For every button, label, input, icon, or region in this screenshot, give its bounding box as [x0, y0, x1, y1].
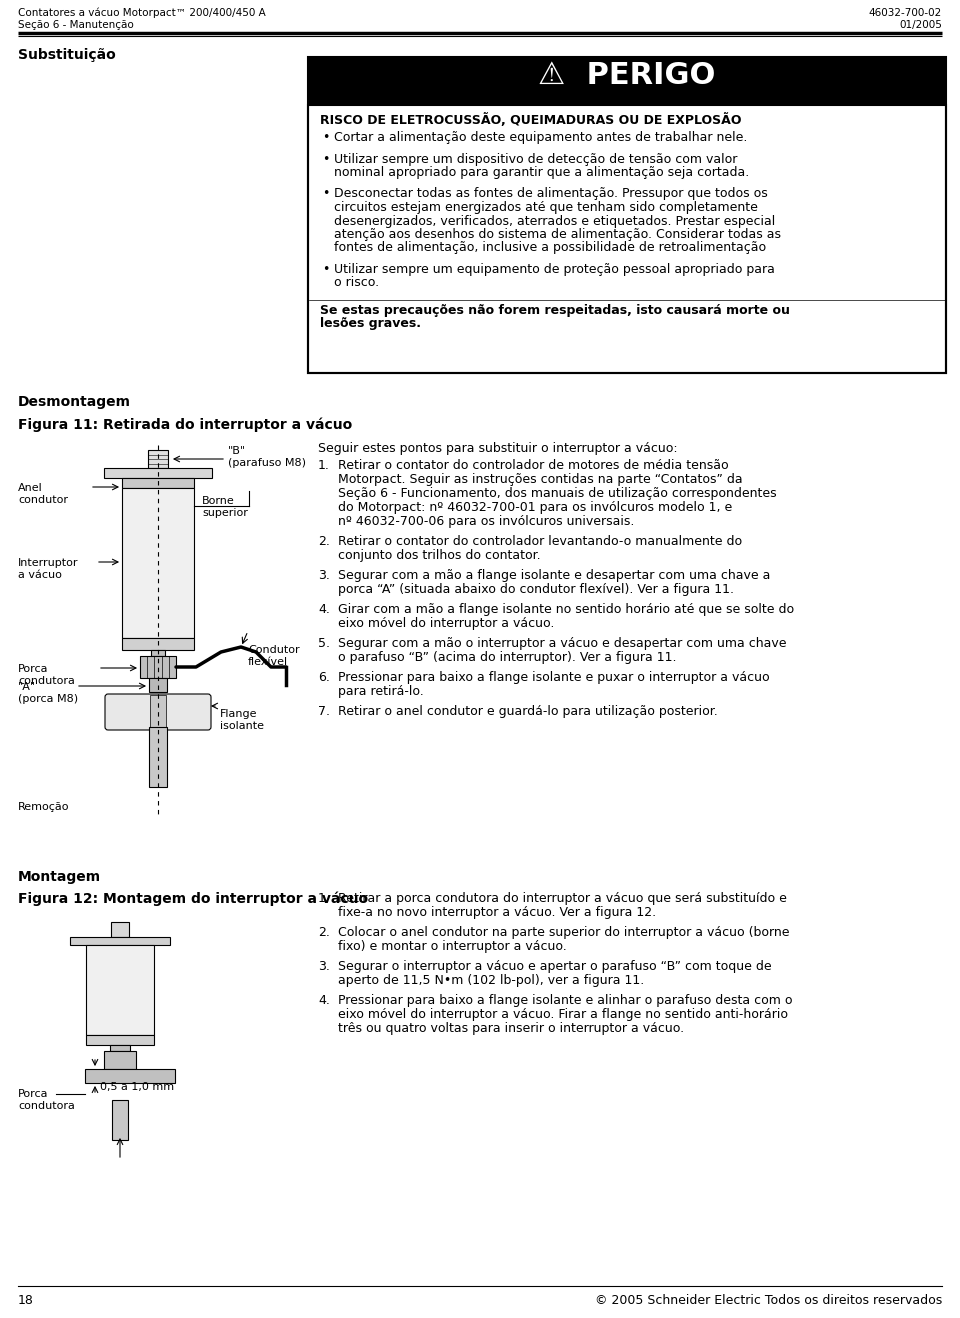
Text: "B"
(parafuso M8): "B" (parafuso M8) — [228, 445, 306, 468]
Text: Porca
condutora: Porca condutora — [18, 1089, 75, 1111]
Text: 0,5 a 1,0 mm: 0,5 a 1,0 mm — [100, 1082, 174, 1093]
Text: Seção 6 - Manutenção: Seção 6 - Manutenção — [18, 20, 133, 30]
Text: para retirá-lo.: para retirá-lo. — [338, 685, 423, 699]
Text: 01/2005: 01/2005 — [900, 20, 942, 30]
Text: nº 46032-700-06 para os invólcuros universais.: nº 46032-700-06 para os invólcuros unive… — [338, 515, 635, 529]
Text: Substituição: Substituição — [18, 47, 116, 62]
Text: Motorpact. Seguir as instruções contidas na parte “Contatos” da: Motorpact. Seguir as instruções contidas… — [338, 473, 743, 486]
Text: Segurar com a mão o interruptor a vácuo e desapertar com uma chave: Segurar com a mão o interruptor a vácuo … — [338, 637, 786, 650]
Text: fixo) e montar o interruptor a vácuo.: fixo) e montar o interruptor a vácuo. — [338, 940, 566, 953]
Text: Seguir estes pontos para substituir o interruptor a vácuo:: Seguir estes pontos para substituir o in… — [318, 442, 678, 455]
Text: ⚠  PERIGO: ⚠ PERIGO — [539, 61, 716, 90]
Text: Seção 6 - Funcionamento, dos manuais de utilização correspondentes: Seção 6 - Funcionamento, dos manuais de … — [338, 486, 777, 500]
Text: Cortar a alimentação deste equipamento antes de trabalhar nele.: Cortar a alimentação deste equipamento a… — [334, 130, 748, 144]
Text: do Motorpact: nº 46032-700-01 para os invólcuros modelo 1, e: do Motorpact: nº 46032-700-01 para os in… — [338, 501, 732, 514]
Text: "A"
(porca M8): "A" (porca M8) — [18, 681, 78, 704]
Text: 6.: 6. — [318, 671, 330, 684]
Text: porca “A” (situada abaixo do condutor flexível). Ver a figura 11.: porca “A” (situada abaixo do condutor fl… — [338, 583, 734, 596]
Text: 2.: 2. — [318, 927, 330, 938]
Bar — [308, 57, 946, 373]
Text: conjunto dos trilhos do contator.: conjunto dos trilhos do contator. — [338, 550, 540, 561]
Bar — [111, 923, 129, 937]
Text: fontes de alimentação, inclusive a possibilidade de retroalimentação: fontes de alimentação, inclusive a possi… — [334, 241, 766, 254]
Text: 7.: 7. — [318, 705, 330, 718]
Text: 3.: 3. — [318, 569, 330, 583]
Text: Desconectar todas as fontes de alimentação. Pressupor que todos os: Desconectar todas as fontes de alimentaç… — [334, 187, 768, 200]
Text: Girar com a mão a flange isolante no sentido horário até que se solte do: Girar com a mão a flange isolante no sen… — [338, 604, 794, 616]
Text: 4.: 4. — [318, 604, 330, 616]
Text: 18: 18 — [18, 1294, 34, 1307]
Text: Pressionar para baixo a flange isolante e puxar o interruptor a vácuo: Pressionar para baixo a flange isolante … — [338, 671, 770, 684]
Text: Utilizar sempre um dispositivo de detecção de tensão com valor: Utilizar sempre um dispositivo de detecç… — [334, 153, 737, 166]
Bar — [149, 677, 167, 692]
Bar — [110, 1045, 130, 1050]
Text: 3.: 3. — [318, 960, 330, 973]
Bar — [150, 695, 166, 729]
Text: Condutor
flexível: Condutor flexível — [248, 645, 300, 667]
Text: três ou quatro voltas para inserir o interruptor a vácuo.: três ou quatro voltas para inserir o int… — [338, 1021, 684, 1035]
Text: 2.: 2. — [318, 535, 330, 548]
Bar — [112, 1101, 128, 1140]
Bar — [104, 468, 212, 478]
Text: Remoção: Remoção — [18, 801, 69, 812]
Bar — [104, 1050, 136, 1069]
Text: lesões graves.: lesões graves. — [320, 318, 421, 331]
Text: eixo móvel do interruptor a vácuo. Firar a flange no sentido anti-horário: eixo móvel do interruptor a vácuo. Firar… — [338, 1008, 788, 1021]
Bar — [122, 488, 194, 638]
Text: Flange
isolante: Flange isolante — [220, 709, 264, 730]
Bar — [86, 945, 154, 1035]
Text: Interruptor
a vácuo: Interruptor a vácuo — [18, 558, 79, 580]
Text: Retirar a porca condutora do interruptor a vácuo que será substituído e: Retirar a porca condutora do interruptor… — [338, 892, 787, 905]
Text: 5.: 5. — [318, 637, 330, 650]
Bar — [151, 650, 165, 656]
Text: Porca
condutora: Porca condutora — [18, 664, 75, 685]
Text: Se estas precauções não forem respeitadas, isto causará morte ou: Se estas precauções não forem respeitada… — [320, 304, 790, 318]
Text: o parafuso “B” (acima do interruptor). Ver a figura 11.: o parafuso “B” (acima do interruptor). V… — [338, 651, 677, 664]
Text: Utilizar sempre um equipamento de proteção pessoal apropriado para: Utilizar sempre um equipamento de proteç… — [334, 264, 775, 275]
Text: © 2005 Schneider Electric Todos os direitos reservados: © 2005 Schneider Electric Todos os direi… — [595, 1294, 942, 1307]
Text: eixo móvel do interruptor a vácuo.: eixo móvel do interruptor a vácuo. — [338, 617, 554, 630]
Text: Retirar o contator do controlador levantando-o manualmente do: Retirar o contator do controlador levant… — [338, 535, 742, 548]
Text: circuitos estejam energizados até que tenham sido completamente: circuitos estejam energizados até que te… — [334, 202, 757, 214]
Text: nominal apropriado para garantir que a alimentação seja cortada.: nominal apropriado para garantir que a a… — [334, 166, 749, 179]
Text: 4.: 4. — [318, 994, 330, 1007]
Text: Desmontagem: Desmontagem — [18, 395, 131, 409]
Text: RISCO DE ELETROCUSSÃO, QUEIMADURAS OU DE EXPLOSÃO: RISCO DE ELETROCUSSÃO, QUEIMADURAS OU DE… — [320, 113, 741, 127]
Text: Retirar o contator do controlador de motores de média tensão: Retirar o contator do controlador de mot… — [338, 459, 729, 472]
Bar — [308, 57, 946, 105]
Text: desenergizados, verificados, aterrados e etiquetados. Prestar especial: desenergizados, verificados, aterrados e… — [334, 215, 776, 228]
Bar — [122, 638, 194, 650]
Text: Segurar o interruptor a vácuo e apertar o parafuso “B” com toque de: Segurar o interruptor a vácuo e apertar … — [338, 960, 772, 973]
Text: 46032-700-02: 46032-700-02 — [869, 8, 942, 18]
Bar — [85, 1069, 175, 1083]
Bar — [70, 937, 170, 945]
Bar — [140, 656, 176, 677]
Bar — [149, 728, 167, 787]
Text: Colocar o anel condutor na parte superior do interruptor a vácuo (borne: Colocar o anel condutor na parte superio… — [338, 927, 789, 938]
Text: Retirar o anel condutor e guardá-lo para utilização posterior.: Retirar o anel condutor e guardá-lo para… — [338, 705, 718, 718]
Bar — [308, 105, 946, 373]
Text: •: • — [322, 264, 329, 275]
Text: Anel
condutor: Anel condutor — [18, 482, 68, 505]
Text: o risco.: o risco. — [334, 277, 379, 290]
Text: aperto de 11,5 N•m (102 lb-pol), ver a figura 11.: aperto de 11,5 N•m (102 lb-pol), ver a f… — [338, 974, 644, 987]
Text: Montagem: Montagem — [18, 870, 101, 884]
Text: Segurar com a mão a flange isolante e desapertar com uma chave a: Segurar com a mão a flange isolante e de… — [338, 569, 770, 583]
Text: 1.: 1. — [318, 892, 330, 905]
Text: 1.: 1. — [318, 459, 330, 472]
FancyBboxPatch shape — [105, 695, 211, 730]
Bar — [148, 449, 168, 468]
Bar — [86, 1035, 154, 1045]
Text: •: • — [322, 130, 329, 144]
Text: fixe-a no novo interruptor a vácuo. Ver a figura 12.: fixe-a no novo interruptor a vácuo. Ver … — [338, 905, 656, 919]
Bar — [122, 478, 194, 488]
Text: Borne
superior: Borne superior — [202, 496, 248, 518]
Text: •: • — [322, 153, 329, 166]
Text: atenção aos desenhos do sistema de alimentação. Considerar todas as: atenção aos desenhos do sistema de alime… — [334, 228, 781, 241]
Text: Figura 11: Retirada do interruptor a vácuo: Figura 11: Retirada do interruptor a vác… — [18, 416, 352, 431]
Text: Contatores a vácuo Motorpact™ 200/400/450 A: Contatores a vácuo Motorpact™ 200/400/45… — [18, 8, 266, 18]
Text: •: • — [322, 187, 329, 200]
Text: Pressionar para baixo a flange isolante e alinhar o parafuso desta com o: Pressionar para baixo a flange isolante … — [338, 994, 793, 1007]
Text: Figura 12: Montagem do interruptor a vácuo: Figura 12: Montagem do interruptor a vác… — [18, 892, 368, 907]
